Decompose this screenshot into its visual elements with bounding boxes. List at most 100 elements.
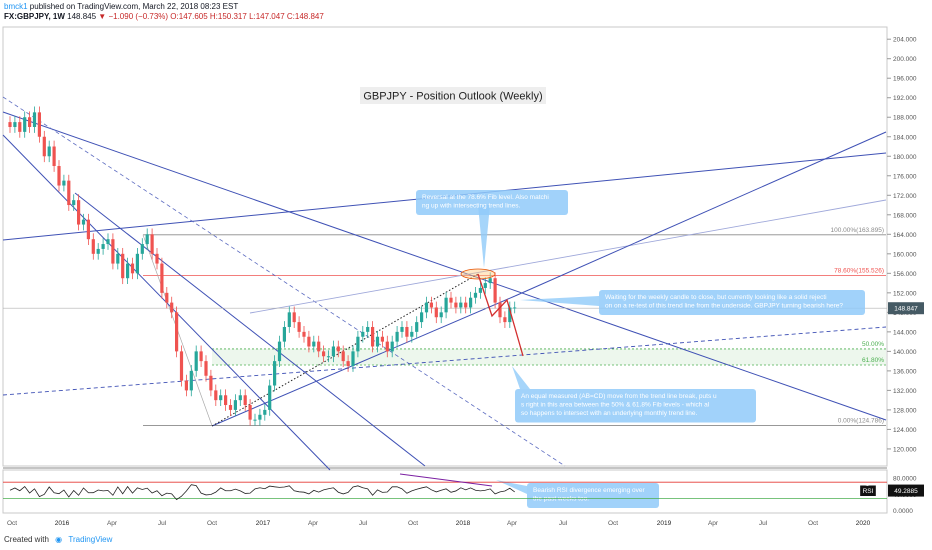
candle-body [8, 122, 12, 127]
candle-body [434, 307, 438, 318]
candle-body [57, 166, 61, 186]
fib-zone-fill [212, 348, 886, 366]
title-box [360, 87, 546, 104]
candle-body [371, 326, 375, 347]
reversal-callout-pointer [478, 205, 490, 268]
rsi-divergence-callout-text: Bearish RSI divergence emerging over the… [533, 487, 646, 503]
rsi-tick-label: 80.0000 [893, 476, 917, 483]
candle-body [199, 351, 203, 362]
candle-body [263, 409, 267, 415]
measured-move-callout-box [515, 389, 756, 423]
rejection-callout-text: Waiting for the weekly candle to close, … [605, 294, 843, 310]
trend-line [2, 111, 887, 421]
candle-body [395, 331, 399, 342]
created-with-text: Created with [4, 535, 49, 544]
x-tick-label: 2017 [256, 520, 271, 527]
chart-canvas[interactable]: 120.000 124.000 128.000 132.000 136.000 140.0… [0, 0, 932, 532]
reversal-callout-box [416, 190, 568, 215]
measured-move-callout-text: An equal measured (AB=CD) move from the … [521, 393, 717, 417]
candle-body [160, 263, 164, 293]
candle-body [28, 117, 32, 127]
x-tick-label: Oct [808, 520, 818, 527]
y-tick-label: 192.000 [893, 95, 917, 102]
candle-body [513, 307, 517, 309]
x-tick-label: Apr [308, 520, 319, 527]
rejection-callout-box [599, 290, 865, 315]
fib-level-label: 61.80% [862, 357, 884, 364]
y-tick-label: 120.000 [893, 446, 917, 453]
candle-body [361, 331, 365, 337]
candle-body [121, 253, 125, 279]
candle-body [219, 395, 223, 401]
y-tick-label: 172.000 [893, 193, 917, 200]
candle-body [224, 395, 228, 406]
candle-body [488, 278, 492, 284]
trend-line [514, 131, 887, 297]
candle-body [145, 234, 149, 245]
candle-body [268, 385, 272, 410]
x-tick-label: Oct [7, 520, 17, 527]
y-tick-label: 200.000 [893, 56, 917, 63]
x-tick-label: Jul [158, 520, 167, 527]
down-arrow-icon: ▼ [98, 12, 107, 21]
candle-body [155, 253, 159, 264]
y-tick-label: 136.000 [893, 368, 917, 375]
candle-body [243, 395, 247, 406]
candle-body [189, 370, 193, 391]
publish-line: bmck1 published on TradingView.com, Marc… [4, 2, 238, 11]
y-tick-label: 140.000 [893, 349, 917, 356]
author-link[interactable]: bmck1 [4, 2, 28, 11]
y-tick-label: 144.000 [893, 329, 917, 336]
rsi-pane-border [2, 469, 888, 514]
candle-body [366, 326, 370, 332]
candle-body [106, 239, 110, 245]
candle-body [62, 180, 66, 186]
ohlc-open: O:147.605 [170, 12, 208, 21]
fib-level-label: 50.00% [862, 341, 884, 348]
candle-body [140, 244, 144, 254]
candle-body [346, 361, 350, 367]
candle-body [126, 263, 130, 279]
candle-body [302, 331, 306, 337]
candle-body [130, 263, 135, 274]
y-tick-label: 164.000 [893, 232, 917, 239]
candle-body [77, 200, 81, 225]
candle-body [420, 312, 424, 323]
rsi-series-label: RSI [863, 488, 874, 495]
tradingview-brand[interactable]: TradingView [68, 535, 113, 544]
candle-body [214, 390, 218, 401]
price-change: −1.090 (−0.73%) [108, 12, 169, 21]
candle-body [356, 336, 360, 352]
candle-body [67, 180, 71, 206]
x-tick-label: Jul [359, 520, 368, 527]
candle-body [449, 297, 453, 303]
rsi-divergence-callout-box [527, 483, 659, 508]
x-tick-label: Oct [608, 520, 618, 527]
candle-body [292, 312, 296, 323]
candle-body [165, 292, 169, 303]
candle-body [287, 312, 291, 327]
ohlc-high: H:150.317 [209, 12, 247, 21]
candle-body [410, 331, 414, 337]
y-tick-label: 132.000 [893, 388, 917, 395]
candle-body [429, 302, 433, 308]
y-tick-label: 168.000 [893, 212, 917, 219]
x-tick-label: Apr [507, 520, 518, 527]
y-tick-label: 128.000 [893, 407, 917, 414]
y-tick-label: 160.000 [893, 251, 917, 258]
publish-info: published on TradingView.com, March 22, … [29, 2, 239, 11]
tradingview-logo-icon: ◉ [55, 535, 63, 544]
x-tick-label: Jul [759, 520, 768, 527]
candle-body [464, 302, 468, 308]
fib-level-label: 0.00%(124.786) [838, 418, 884, 425]
candle-body [91, 239, 95, 254]
rejection-callout-pointer [520, 296, 599, 306]
candle-body [331, 346, 335, 357]
rsi-value-tag: 49.2885 [894, 488, 918, 495]
candle-body [253, 419, 257, 421]
candle-body [228, 405, 233, 410]
trend-line [2, 96, 566, 467]
last-price: 148.845 [67, 12, 97, 21]
trend-line [249, 199, 887, 314]
candle-body [96, 248, 100, 254]
